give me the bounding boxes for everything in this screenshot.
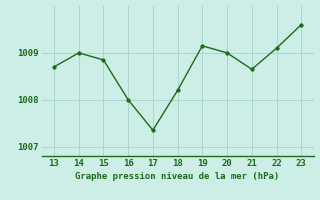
X-axis label: Graphe pression niveau de la mer (hPa): Graphe pression niveau de la mer (hPa) — [76, 172, 280, 181]
